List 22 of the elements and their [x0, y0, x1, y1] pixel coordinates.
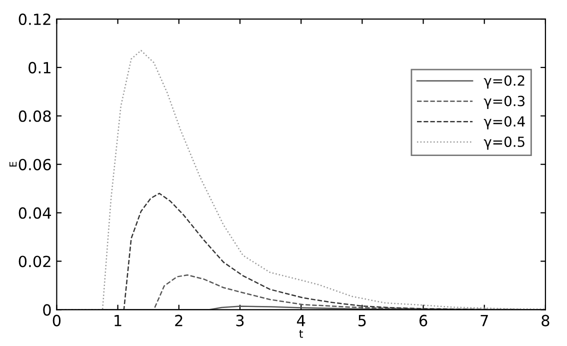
x-tick-label: 3 [236, 314, 244, 326]
y-tick-label: 0.06 [18, 158, 51, 170]
y-tick-label: 0.1 [28, 62, 50, 74]
legend-label: γ=0.2 [484, 75, 524, 89]
legend-label: γ=0.5 [484, 136, 524, 150]
legend-label: γ=0.4 [484, 116, 525, 130]
y-tick-label: 0.12 [18, 13, 50, 26]
x-tick-label: 7 [480, 315, 488, 326]
x-tick-label: 4 [296, 315, 306, 326]
y-tick-label: 0 [43, 304, 51, 316]
y-axis-title: E [9, 162, 17, 166]
legend-label: γ=0.3 [484, 96, 525, 109]
x-axis-title: t [299, 330, 303, 338]
x-tick-label: 6 [419, 314, 428, 326]
x-tick-label: 0 [52, 314, 61, 326]
x-tick-label: 1 [114, 315, 122, 326]
y-tick-label: 0.08 [18, 110, 51, 122]
x-tick-label: 5 [358, 315, 366, 326]
x-tick-label: 2 [175, 314, 182, 326]
y-tick-label: 0.04 [18, 207, 51, 219]
y-tick-label: 0.02 [18, 256, 50, 268]
x-tick-label: 8 [542, 314, 550, 326]
